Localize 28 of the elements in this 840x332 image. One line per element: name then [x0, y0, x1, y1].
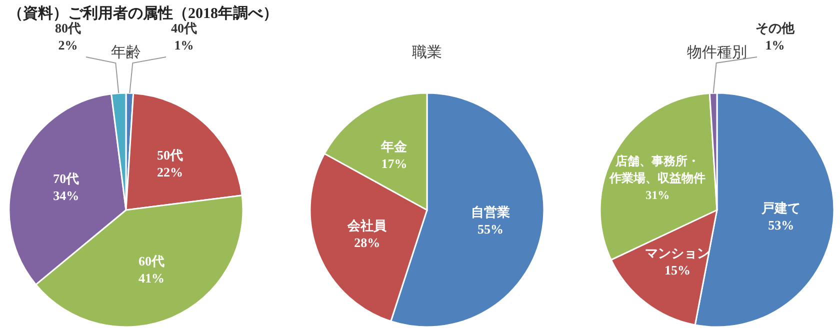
chart-title: 職業	[412, 43, 442, 61]
slice-label: 年金	[380, 139, 408, 154]
slice-label: その他	[756, 20, 796, 36]
slice-label: 戸建て	[760, 200, 801, 216]
slice-label: 会社員	[346, 218, 388, 234]
data-label: 55%	[478, 222, 504, 237]
data-label: 1%	[174, 38, 194, 52]
slice-label: マンション	[645, 245, 710, 260]
data-label: 28%	[354, 235, 380, 250]
data-label: 41%	[138, 270, 165, 286]
slice-label: 60代	[138, 254, 165, 269]
slice-label: 自営業	[471, 204, 510, 220]
slice-label: 店舗、事務所・作業場、収益物件	[608, 154, 706, 186]
data-label: 2%	[58, 38, 78, 52]
slice-label: 40代	[171, 20, 197, 36]
slice-label: 50代	[157, 148, 184, 163]
text: （資料）ご利用者の属性（2018年調べ）	[8, 4, 278, 22]
slice-label: 80代	[55, 20, 81, 36]
data-label: 15%	[664, 262, 691, 278]
data-label: 34%	[53, 188, 80, 203]
data-label: 1%	[765, 38, 785, 52]
text: 物件種別	[687, 43, 747, 61]
slice-label: 70代	[53, 170, 80, 186]
data-label: 22%	[157, 164, 184, 180]
text: 年齢	[111, 43, 141, 61]
data-label: 53%	[768, 218, 794, 233]
data-label: 17%	[381, 156, 408, 172]
data-label: 31%	[646, 188, 670, 202]
